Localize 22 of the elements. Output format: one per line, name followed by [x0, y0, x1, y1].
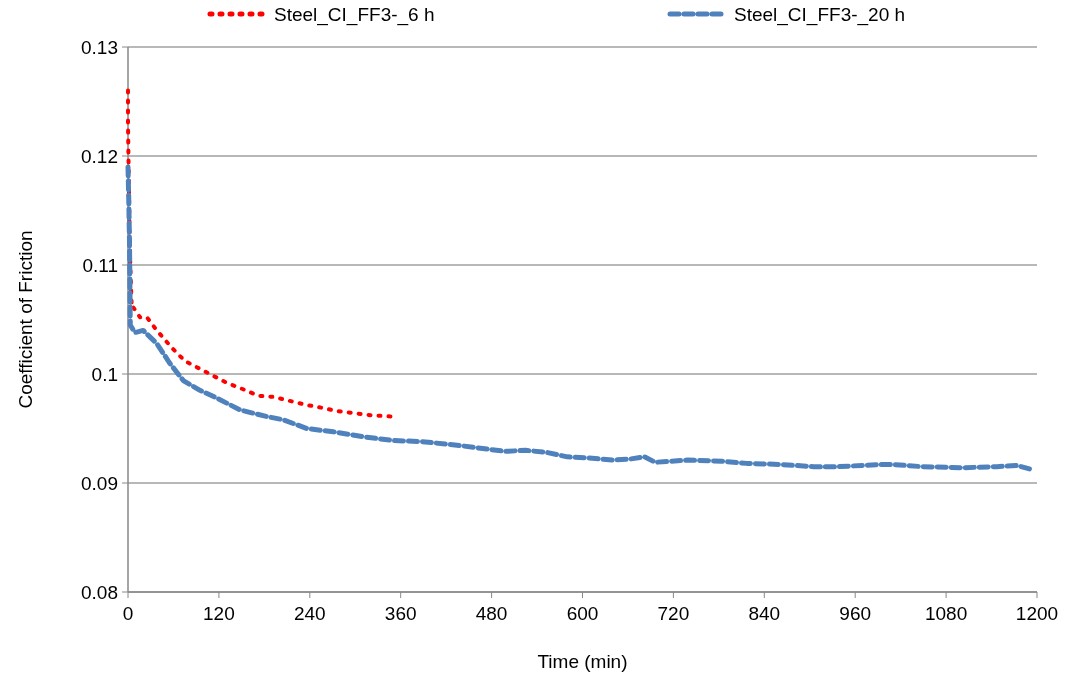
x-tick-label: 1200: [1015, 603, 1059, 624]
x-tick-label: 600: [566, 603, 599, 624]
x-tick-label: 0: [122, 603, 134, 624]
x-tick-label: 360: [384, 603, 417, 624]
x-tick-label: 240: [293, 603, 326, 624]
x-tick-label: 840: [748, 603, 781, 624]
y-tick-label: 0.1: [91, 363, 118, 385]
legend-label: Steel_CI_FF3-_6 h: [274, 3, 435, 26]
y-tick-label: 0.12: [81, 145, 118, 167]
legend-label: Steel_CI_FF3-_20 h: [734, 3, 906, 26]
x-axis-title: Time (min): [537, 651, 628, 672]
line-series: [126, 88, 394, 419]
y-axis-title: Coefficient of Friction: [15, 230, 36, 409]
x-tick-label: 960: [839, 603, 872, 624]
x-tick-label: 480: [475, 603, 508, 624]
y-tick-label: 0.13: [81, 36, 118, 58]
x-tick-label: 720: [657, 603, 690, 624]
y-tick-label: 0.08: [81, 581, 118, 603]
y-tick-label: 0.09: [81, 472, 118, 494]
x-tick-label: 120: [203, 603, 235, 624]
y-tick-label: 0.11: [82, 254, 118, 276]
x-tick-label: 1080: [924, 603, 968, 624]
